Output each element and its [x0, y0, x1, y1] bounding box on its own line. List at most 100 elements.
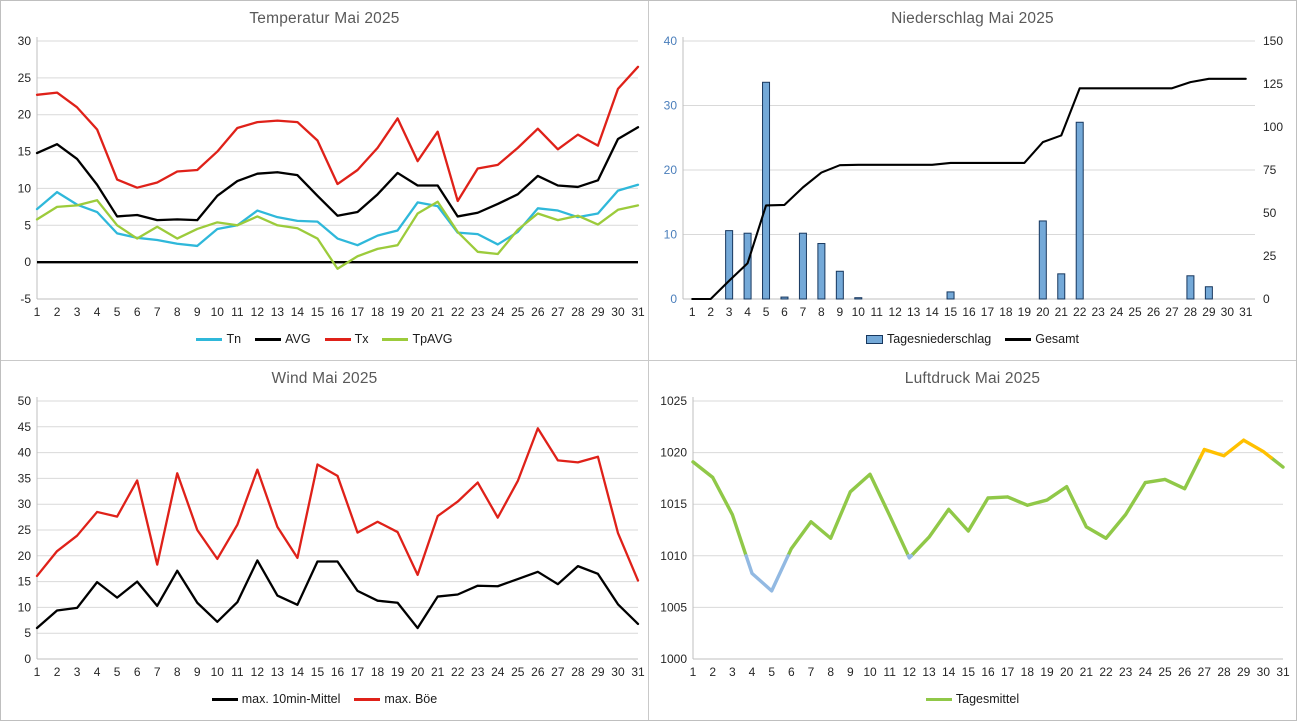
legend-item-wind-max-b-e: max. Böe: [354, 692, 437, 706]
svg-text:15: 15: [18, 145, 32, 159]
svg-text:30: 30: [1257, 665, 1271, 679]
svg-text:6: 6: [781, 305, 788, 319]
svg-text:19: 19: [391, 305, 405, 319]
legend-label: Gesamt: [1035, 332, 1079, 346]
wind-legend: max. 10min-Mittel max. Böe: [1, 685, 648, 713]
svg-text:40: 40: [664, 34, 678, 48]
svg-text:29: 29: [1202, 305, 1216, 319]
svg-text:26: 26: [531, 665, 545, 679]
svg-text:30: 30: [664, 99, 678, 113]
svg-text:21: 21: [1080, 665, 1094, 679]
svg-text:24: 24: [491, 305, 505, 319]
svg-text:-5: -5: [20, 292, 31, 306]
svg-text:22: 22: [451, 305, 465, 319]
svg-text:13: 13: [922, 665, 936, 679]
svg-text:50: 50: [18, 394, 32, 408]
svg-text:25: 25: [511, 305, 525, 319]
svg-text:23: 23: [471, 305, 485, 319]
svg-text:20: 20: [18, 549, 32, 563]
svg-text:17: 17: [1001, 665, 1015, 679]
svg-text:3: 3: [74, 305, 81, 319]
legend-item-temperatur-tpavg: TpAVG: [382, 332, 453, 346]
legend-label: TpAVG: [412, 332, 453, 346]
legend-line-swatch: [354, 697, 381, 701]
wind-panel: Wind Mai 2025 0 5 10 15 20 25 30 35 40 45 50 1 2 3 4 5 6…: [1, 361, 649, 720]
svg-text:1: 1: [34, 665, 41, 679]
svg-text:29: 29: [591, 665, 605, 679]
svg-text:12: 12: [903, 665, 917, 679]
svg-text:75: 75: [1263, 163, 1277, 177]
legend-bar-swatch: [865, 334, 883, 344]
niederschlag-legend: Tagesniederschlag Gesamt: [649, 325, 1296, 353]
svg-text:4: 4: [94, 305, 101, 319]
svg-text:25: 25: [1263, 249, 1277, 263]
svg-text:1: 1: [690, 665, 697, 679]
svg-text:150: 150: [1263, 34, 1283, 48]
svg-text:25: 25: [18, 71, 32, 85]
svg-text:4: 4: [744, 305, 751, 319]
svg-text:9: 9: [194, 665, 201, 679]
svg-text:10: 10: [863, 665, 877, 679]
legend-label: Tagesniederschlag: [886, 332, 992, 346]
svg-text:0: 0: [1263, 292, 1270, 306]
svg-text:9: 9: [194, 305, 201, 319]
svg-text:3: 3: [726, 305, 733, 319]
svg-text:19: 19: [391, 665, 405, 679]
svg-text:19: 19: [1018, 305, 1032, 319]
svg-text:26: 26: [1178, 665, 1192, 679]
svg-text:6: 6: [788, 665, 795, 679]
legend-line-swatch: [196, 337, 223, 341]
svg-text:26: 26: [1147, 305, 1161, 319]
svg-text:0: 0: [24, 255, 31, 269]
svg-text:12: 12: [251, 665, 265, 679]
svg-text:10: 10: [211, 305, 225, 319]
legend-item-luftdruck-tagesmittel: Tagesmittel: [925, 692, 1019, 706]
svg-text:19: 19: [1040, 665, 1054, 679]
legend-line-swatch: [1005, 337, 1032, 341]
svg-text:0: 0: [24, 652, 31, 666]
svg-text:27: 27: [551, 305, 565, 319]
svg-text:10: 10: [18, 181, 32, 195]
svg-text:7: 7: [808, 665, 815, 679]
legend-label: Tx: [354, 332, 369, 346]
svg-text:8: 8: [818, 305, 825, 319]
svg-text:1000: 1000: [660, 652, 687, 666]
svg-text:24: 24: [1139, 665, 1153, 679]
luftdruck-chart-title: Luftdruck Mai 2025: [904, 370, 1041, 387]
svg-text:16: 16: [981, 665, 995, 679]
legend-item-temperatur-avg: AVG: [255, 332, 311, 346]
svg-text:21: 21: [1055, 305, 1069, 319]
svg-text:13: 13: [271, 665, 285, 679]
svg-text:11: 11: [231, 665, 244, 679]
niederschlag-panel: Niederschlag Mai 2025 0 10 20 30 40 0 25 50 75 10…: [649, 1, 1296, 361]
svg-text:2: 2: [54, 665, 61, 679]
svg-text:11: 11: [883, 665, 896, 679]
temperatur-legend: Tn AVG Tx TpAVG: [1, 325, 648, 353]
legend-item-niederschlag-gesamt: Gesamt: [1005, 332, 1079, 346]
svg-text:20: 20: [1036, 305, 1050, 319]
svg-text:31: 31: [631, 305, 645, 319]
legend-label: max. 10min-Mittel: [241, 692, 341, 706]
svg-text:10: 10: [211, 665, 225, 679]
svg-text:10: 10: [18, 600, 32, 614]
svg-text:25: 25: [18, 523, 32, 537]
svg-text:28: 28: [1184, 305, 1198, 319]
svg-text:24: 24: [1110, 305, 1124, 319]
svg-text:31: 31: [1239, 305, 1253, 319]
svg-text:27: 27: [551, 665, 565, 679]
svg-text:15: 15: [311, 665, 325, 679]
svg-text:5: 5: [24, 626, 31, 640]
svg-text:8: 8: [827, 665, 834, 679]
svg-text:21: 21: [431, 305, 445, 319]
svg-text:18: 18: [1021, 665, 1035, 679]
svg-text:23: 23: [471, 665, 485, 679]
legend-item-temperatur-tx: Tx: [324, 332, 369, 346]
svg-text:12: 12: [251, 305, 265, 319]
svg-text:25: 25: [511, 665, 525, 679]
svg-text:27: 27: [1198, 665, 1212, 679]
legend-line-swatch: [324, 337, 351, 341]
